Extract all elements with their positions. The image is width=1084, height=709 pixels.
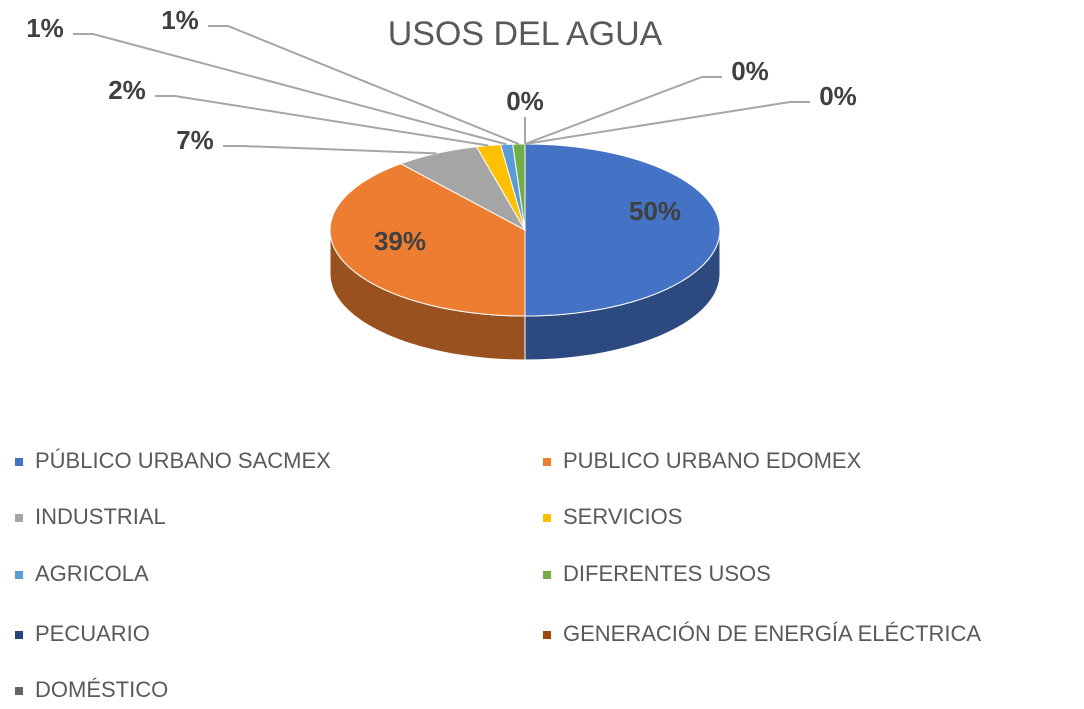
- leader-line: [155, 95, 489, 147]
- legend-swatch: [15, 571, 23, 579]
- leader-line: [223, 145, 437, 155]
- data-label: 1%: [161, 5, 199, 35]
- leader-line: [524, 101, 810, 145]
- pie-slice: [329, 163, 526, 317]
- data-label: 39%: [374, 226, 426, 256]
- leader-line: [73, 33, 507, 146]
- pie-slice: [499, 143, 526, 231]
- legend-swatch: [543, 631, 551, 639]
- data-label: 0%: [819, 81, 857, 111]
- legend-label: DOMÉSTICO: [35, 677, 168, 702]
- leader-line: [208, 25, 520, 145]
- data-label: 2%: [108, 75, 146, 105]
- data-label: 7%: [176, 125, 214, 155]
- legend-swatch: [15, 514, 23, 522]
- legend-swatch: [15, 458, 23, 466]
- legend-label: GENERACIÓN DE ENERGÍA ELÉCTRICA: [563, 621, 981, 646]
- data-label: 0%: [731, 56, 769, 86]
- legend-label: INDUSTRIAL: [35, 504, 166, 529]
- legend-label: PECUARIO: [35, 621, 150, 646]
- legend-label: PÚBLICO URBANO SACMEX: [35, 448, 331, 473]
- legend-label: SERVICIOS: [563, 504, 682, 529]
- legend-swatch: [543, 571, 551, 579]
- legend-swatch: [15, 631, 23, 639]
- legend-swatch: [15, 687, 23, 695]
- leader-line: [524, 76, 722, 145]
- pie-slice: [475, 144, 526, 231]
- data-label: 0%: [506, 86, 544, 116]
- chart-title: USOS DEL AGUA: [388, 15, 663, 53]
- legend-label: AGRICOLA: [35, 561, 149, 586]
- legend-swatch: [543, 458, 551, 466]
- legend-label: PUBLICO URBANO EDOMEX: [563, 448, 862, 473]
- pie-slice: [399, 146, 527, 232]
- legend-swatch: [543, 514, 551, 522]
- data-label: 50%: [629, 196, 681, 226]
- legend-label: DIFERENTES USOS: [563, 561, 771, 586]
- pie-slice: [524, 143, 721, 317]
- data-label: 1%: [26, 13, 64, 43]
